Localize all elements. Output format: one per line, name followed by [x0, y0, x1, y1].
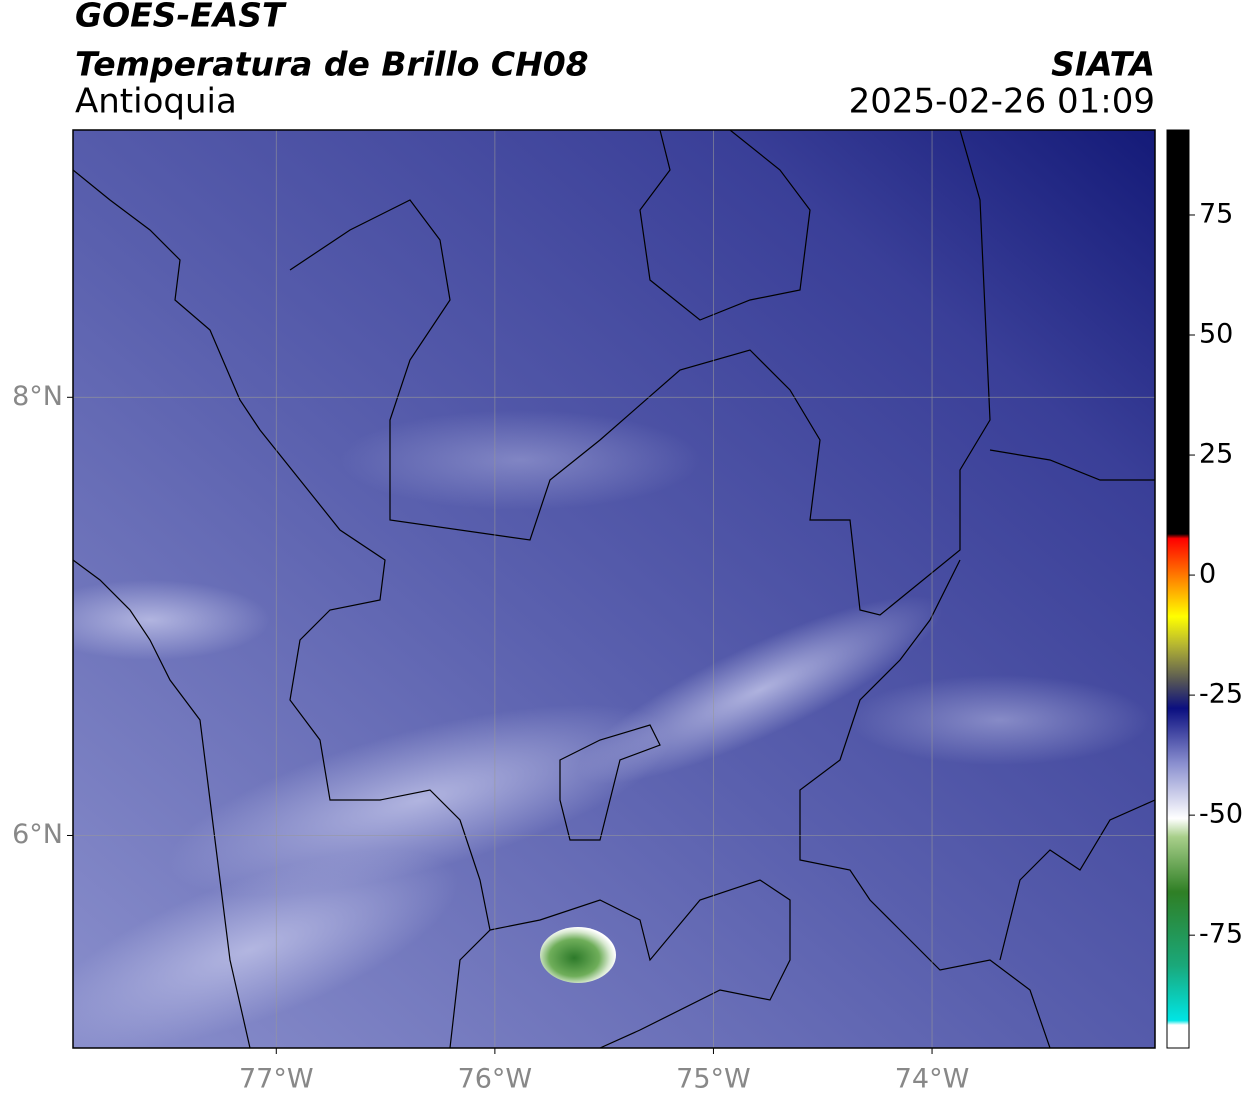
cold-cloud [168, 704, 672, 896]
region: Antioquia [75, 82, 237, 122]
coastline [73, 559, 251, 1048]
y-tick-label: 6°N [12, 819, 63, 850]
border [989, 449, 1155, 481]
border [559, 724, 661, 841]
source: SIATA [1051, 45, 1155, 84]
colorbar-tick-label: 25 [1199, 439, 1233, 470]
colorbar-tick-label: 50 [1199, 319, 1233, 350]
coastline [73, 169, 491, 1048]
colorbar-tick-label: 75 [1199, 198, 1233, 229]
cold-cloud [73, 580, 270, 660]
x-tick-label: 77°W [239, 1064, 314, 1095]
border [999, 799, 1155, 961]
map-frame [72, 129, 1156, 1049]
border [289, 130, 991, 616]
cold-cloud [850, 675, 1150, 765]
subtitle: Temperatura de Brillo CH08 [75, 45, 589, 84]
x-tick-label: 74°W [895, 1064, 970, 1095]
border [799, 559, 1051, 1048]
border [639, 130, 811, 321]
colorbar-tick-label: -25 [1199, 679, 1243, 710]
title: GOES-EAST [75, 0, 287, 35]
cold-core [540, 927, 616, 983]
colorbar-tick-label: 0 [1199, 559, 1216, 590]
colorbar-tick-label: -75 [1199, 919, 1243, 950]
datetime: 2025-02-26 01:09 [849, 82, 1155, 122]
y-tick-label: 8°N [12, 381, 63, 412]
map-layer [73, 130, 1155, 1048]
cold-cloud [73, 850, 459, 1048]
border [489, 879, 791, 1048]
colorbar-tick-label: -50 [1199, 799, 1243, 830]
x-tick-label: 76°W [458, 1064, 533, 1095]
grid [73, 130, 1155, 1048]
colorbar [1166, 129, 1190, 1049]
cold-cloud [340, 410, 700, 510]
x-tick-label: 75°W [676, 1064, 751, 1095]
